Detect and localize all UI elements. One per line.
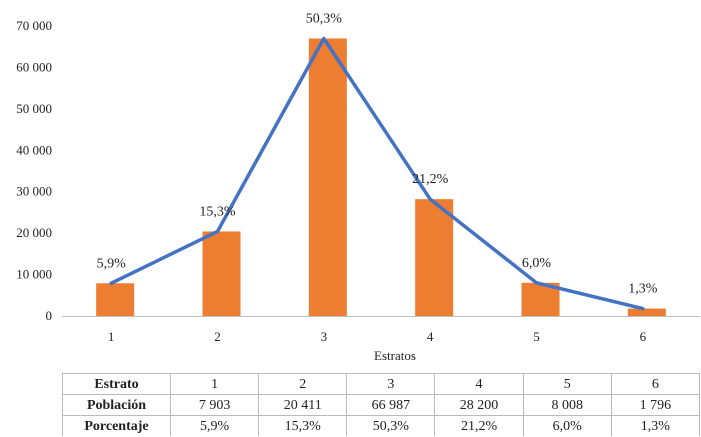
table-cell: 2 xyxy=(258,373,348,395)
table-cell: 8 008 xyxy=(522,394,612,416)
bar xyxy=(308,38,347,317)
table-cell: 1 796 xyxy=(610,394,701,416)
y-tick-label: 50 000 xyxy=(16,101,52,116)
x-axis-ticks: 1 2 3 4 5 6 xyxy=(108,329,647,344)
y-tick-label: 40 000 xyxy=(16,142,52,157)
series-line xyxy=(109,36,645,311)
bar xyxy=(96,283,135,316)
row-header: Estrato xyxy=(62,373,171,395)
bars xyxy=(96,38,666,317)
table-row: Estrato 1 2 3 4 5 6 xyxy=(62,373,701,395)
table-cell: 1 xyxy=(169,373,260,395)
x-axis-title: Estratos xyxy=(374,348,416,363)
row-header: Porcentaje xyxy=(62,415,171,436)
table-cell: 7 903 xyxy=(169,394,260,416)
data-labels: 5,9% 15,3% 50,3% 21,2% 6,0% 1,3% xyxy=(97,11,658,296)
table-cell: 66 987 xyxy=(346,394,436,416)
table-cell: 1,3% xyxy=(610,415,701,436)
table-cell: 6 xyxy=(610,373,701,395)
table-cell: 4 xyxy=(434,373,524,395)
table-cell: 5 xyxy=(522,373,612,395)
data-label: 1,3% xyxy=(628,282,658,297)
table-cell: 50,3% xyxy=(346,415,436,436)
table-row: Población 7 903 20 411 66 987 28 200 8 008 1 7… xyxy=(62,394,701,416)
x-tick-label: 5 xyxy=(533,329,540,344)
y-tick-label: 10 000 xyxy=(16,267,52,282)
data-label: 21,2% xyxy=(412,172,449,187)
table-cell: 21,2% xyxy=(434,415,524,436)
data-table: Estrato 1 2 3 4 5 6 Población 7 903 20 411 66 987 2… xyxy=(62,373,701,436)
y-tick-label: 70 000 xyxy=(16,18,52,33)
table-cell: 15,3% xyxy=(258,415,348,436)
bar xyxy=(202,231,241,316)
bar xyxy=(415,199,454,316)
table-cell: 3 xyxy=(346,373,436,395)
x-tick-label: 4 xyxy=(427,329,434,344)
table-cell: 5,9% xyxy=(169,415,260,436)
y-tick-label: 20 000 xyxy=(16,225,52,240)
x-tick-label: 3 xyxy=(321,329,328,344)
bar xyxy=(627,308,666,316)
y-tick-label: 0 xyxy=(46,308,53,323)
row-header: Población xyxy=(62,394,171,416)
data-label: 6,0% xyxy=(522,256,552,271)
table-row: Porcentaje 5,9% 15,3% 50,3% 21,2% 6,0% 1,3% xyxy=(62,415,701,436)
data-label: 15,3% xyxy=(199,204,236,219)
table-cell: 6,0% xyxy=(522,415,612,436)
chart: 0 10 000 20 000 30 000 40 000 50 000 60 000 70 … xyxy=(16,11,700,363)
table-cell: 20 411 xyxy=(258,394,348,416)
x-tick-label: 1 xyxy=(108,329,115,344)
y-axis-ticks: 0 10 000 20 000 30 000 40 000 50 000 60 000 70 … xyxy=(16,18,52,323)
data-label: 5,9% xyxy=(97,256,127,271)
y-tick-label: 60 000 xyxy=(16,59,52,74)
table-cell: 28 200 xyxy=(434,394,524,416)
data-label: 50,3% xyxy=(306,11,343,26)
y-tick-label: 30 000 xyxy=(16,184,52,199)
line-series xyxy=(109,36,645,311)
x-tick-label: 2 xyxy=(214,329,221,344)
x-tick-label: 6 xyxy=(640,329,647,344)
